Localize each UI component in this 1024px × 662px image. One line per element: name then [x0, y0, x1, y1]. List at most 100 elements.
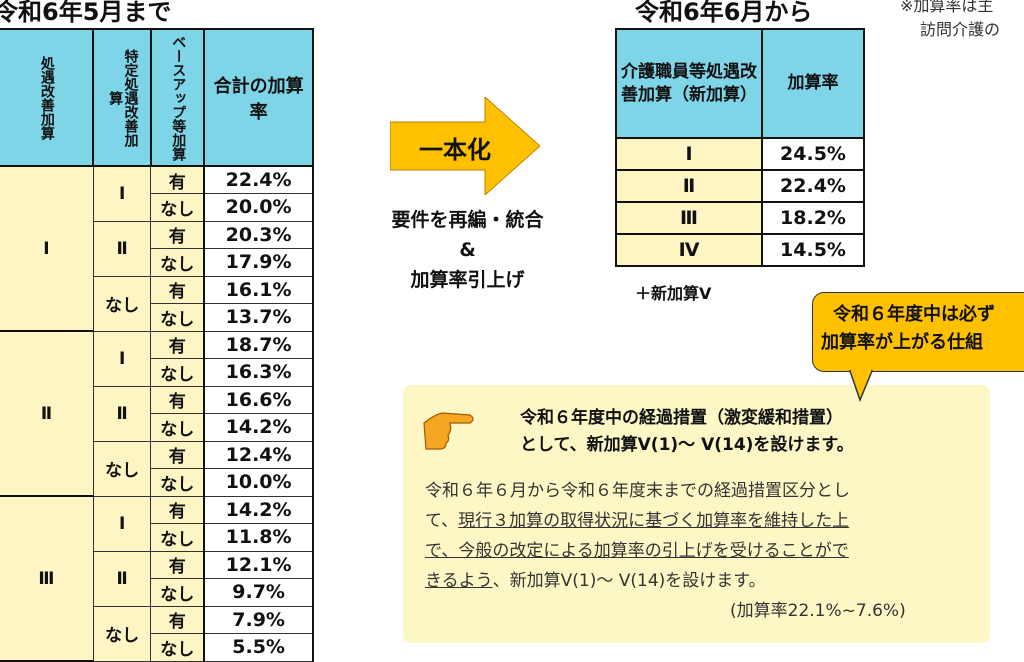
new-kasan-level: Ⅱ	[615, 169, 763, 203]
table-row: Ⅱ 有 16.6%	[0, 385, 314, 442]
table-row: Ⅳ 14.5%	[615, 233, 865, 267]
new-kasan-v: ＋新加算Ⅴ	[635, 284, 712, 303]
table-row: Ⅰ Ⅰ 有 22.4%	[0, 165, 314, 332]
table-row: Ⅱ Ⅰ 有 18.7%	[0, 330, 314, 497]
left-title: 令和6年5月まで	[0, 0, 172, 26]
para-line: 令和６年６月から令和６年度末までの経過措置区分とし	[425, 481, 850, 501]
tokutei-level: なし	[92, 605, 152, 662]
header-new-kasan: 介護職員等処遇改善加算（新加算）	[615, 28, 763, 139]
note-line: 訪問介護の	[920, 20, 1001, 39]
total-rate: 20.3%	[203, 220, 314, 249]
total-rate: 18.7%	[203, 330, 314, 359]
right-title: 令和6年6月から	[635, 0, 813, 26]
para-underlined: 現行３加算の取得状況に基づく加算率を維持した上	[458, 511, 850, 531]
para-text: て、	[425, 511, 459, 531]
note: ※加算率は主 訪問介護の	[900, 0, 1000, 42]
table-row: なし 17.9%	[0, 248, 314, 277]
new-kasan-level: Ⅲ	[615, 201, 763, 235]
pointing-hand-icon	[423, 412, 474, 450]
box-heading: 令和６年度中の経過措置（激変緩和措置） として、新加算Ⅴ(1)～ Ⅴ(14)を設…	[520, 405, 854, 459]
tokutei-level: Ⅰ	[92, 495, 152, 552]
total-rate: 7.9%	[203, 605, 314, 634]
baseup-value: なし	[150, 523, 205, 552]
baseup-value: 有	[150, 220, 205, 249]
arrow-description: 要件を再編・統合 & 加算率引上げ	[360, 205, 575, 295]
tokutei-level: なし	[92, 275, 152, 332]
header-baseup: ベースアップ等加算	[170, 34, 187, 161]
callout-tail	[848, 370, 874, 402]
baseup-value: なし	[150, 468, 205, 497]
new-rate: 18.2%	[761, 201, 865, 235]
arrow-label: 一本化	[419, 136, 491, 164]
baseup-value: なし	[150, 358, 205, 387]
tokutei-level: Ⅱ	[92, 550, 152, 607]
tokutei-level: Ⅰ	[92, 330, 152, 387]
baseup-value: 有	[150, 330, 205, 359]
table-row: Ⅱ 有 12.1%	[0, 550, 314, 607]
transition-box	[403, 385, 990, 643]
total-rate: 14.2%	[203, 495, 314, 524]
header-rate: 加算率	[761, 28, 865, 139]
table-row: Ⅲ Ⅰ 有 14.2%	[0, 495, 314, 662]
total-rate: 20.0%	[203, 193, 314, 222]
header-total: 合計の加算率	[203, 28, 314, 167]
old-rates-table: 処遇改善加算 特定処遇改善加算 ベースアップ等加算 合計の加算率 Ⅰ Ⅰ 有 22.4…	[0, 28, 314, 662]
box-paragraph: 令和６年６月から令和６年度末までの経過措置区分とし て、現行３加算の取得状況に基…	[425, 476, 906, 626]
callout-line: 令和６年度中は必ず	[833, 304, 995, 325]
heading-line: として、新加算Ⅴ(1)～ Ⅴ(14)を設けます。	[520, 435, 854, 455]
tokutei-level: なし	[92, 440, 152, 497]
total-rate: 22.4%	[203, 165, 314, 194]
tokutei-level: Ⅱ	[92, 385, 152, 442]
callout-line: 加算率が上がる仕組	[821, 332, 983, 353]
tokutei-level: Ⅰ	[92, 165, 152, 222]
desc-line: 要件を再編・統合	[391, 209, 544, 231]
shogu-level: Ⅲ	[0, 495, 94, 662]
desc-line: &	[459, 239, 476, 261]
baseup-value: なし	[150, 633, 205, 662]
total-rate: 16.3%	[203, 358, 314, 387]
total-rate: 12.4%	[203, 440, 314, 469]
shogu-level: Ⅰ	[0, 165, 94, 332]
total-rate: 17.9%	[203, 248, 314, 277]
baseup-value: 有	[150, 605, 205, 634]
total-rate: 5.5%	[203, 633, 314, 662]
new-rate: 14.5%	[761, 233, 865, 267]
table-row: なし 11.8%	[0, 523, 314, 552]
baseup-value: 有	[150, 275, 205, 304]
table-row: Ⅰ 24.5%	[615, 137, 865, 171]
new-rates-table: 介護職員等処遇改善加算（新加算） 加算率 Ⅰ 24.5% Ⅱ 22.4% Ⅲ 18.2% Ⅳ 1…	[615, 28, 865, 267]
baseup-value: なし	[150, 413, 205, 442]
baseup-value: なし	[150, 193, 205, 222]
table-row: なし 10.0%	[0, 468, 314, 497]
total-rate: 16.6%	[203, 385, 314, 414]
tokutei-level: Ⅱ	[92, 220, 152, 277]
header-shogu: 処遇改善加算	[38, 55, 55, 140]
total-rate: 13.7%	[203, 303, 314, 332]
new-rate: 24.5%	[761, 137, 865, 171]
heading-line: 令和６年度中の経過措置（激変緩和措置）	[520, 408, 843, 428]
baseup-value: なし	[150, 578, 205, 607]
baseup-value: 有	[150, 495, 205, 524]
header-tokutei: 特定処遇改善加算	[107, 48, 139, 147]
table-row: なし 20.0%	[0, 193, 314, 222]
table-row: Ⅲ 18.2%	[615, 201, 865, 235]
callout-bubble: 令和６年度中は必ず 加算率が上がる仕組	[812, 292, 1024, 372]
total-rate: 14.2%	[203, 413, 314, 442]
total-rate: 12.1%	[203, 550, 314, 579]
new-kasan-level: Ⅰ	[615, 137, 763, 171]
rate-range: (加算率22.1%~7.6%)	[730, 601, 906, 621]
baseup-value: なし	[150, 248, 205, 277]
total-rate: 10.0%	[203, 468, 314, 497]
table-row: Ⅱ 有 20.3%	[0, 220, 314, 277]
total-rate: 11.8%	[203, 523, 314, 552]
baseup-value: 有	[150, 440, 205, 469]
arrow-right-icon	[390, 97, 540, 195]
new-kasan-level: Ⅳ	[615, 233, 763, 267]
baseup-value: 有	[150, 550, 205, 579]
para-underlined: きるよう	[425, 571, 493, 591]
baseup-value: なし	[150, 303, 205, 332]
para-underlined: で、今般の改定による加算率の引上げを受けることがで	[425, 541, 849, 561]
para-text: 、新加算Ⅴ(1)～ Ⅴ(14)を設けます。	[492, 571, 766, 591]
note-line: ※加算率は主	[900, 0, 994, 15]
new-rate: 22.4%	[761, 169, 865, 203]
